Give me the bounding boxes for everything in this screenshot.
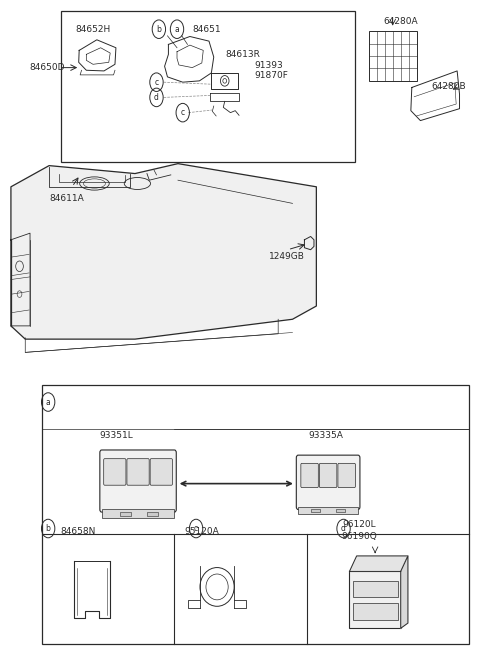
Text: 84611A: 84611A [49,194,84,203]
Bar [42,386,469,644]
Bar [349,571,401,628]
FancyBboxPatch shape [150,459,172,485]
Bar [120,512,131,516]
Polygon shape [401,556,408,628]
Text: 91393: 91393 [254,61,283,70]
Text: 84658N: 84658N [60,527,96,536]
Bar [336,509,345,512]
Bar [312,509,320,512]
Text: 96120L: 96120L [343,520,376,529]
Text: 93351L: 93351L [99,431,133,440]
Bar [61,11,355,162]
Text: 1249GB: 1249GB [269,252,304,261]
Bar [147,512,158,516]
Text: 95120A: 95120A [184,527,219,536]
Text: b: b [156,25,161,34]
FancyBboxPatch shape [296,455,360,509]
Text: 84613R: 84613R [226,50,261,59]
Bar [298,507,358,514]
Text: 64280B: 64280B [431,82,466,90]
Text: d: d [154,93,159,102]
Text: 91870F: 91870F [254,71,288,80]
Bar [352,602,397,620]
Text: c: c [155,78,158,86]
Bar [369,31,417,81]
FancyBboxPatch shape [100,450,176,512]
Text: 64280A: 64280A [383,17,418,26]
Bar [352,581,397,597]
Bar [102,509,174,518]
Text: 84652H: 84652H [75,25,110,35]
FancyBboxPatch shape [127,459,149,485]
Polygon shape [349,556,408,571]
FancyBboxPatch shape [319,464,337,487]
Text: b: b [46,524,50,533]
Text: 84650D: 84650D [29,63,65,72]
FancyBboxPatch shape [104,459,126,485]
Text: 96190Q: 96190Q [341,532,377,541]
Text: 93335A: 93335A [309,431,343,440]
Text: 84651: 84651 [192,25,221,35]
Text: a: a [46,398,50,406]
FancyBboxPatch shape [301,464,318,487]
FancyBboxPatch shape [338,464,355,487]
Text: a: a [175,25,180,34]
Text: d: d [341,524,346,533]
Text: c: c [194,524,198,533]
Text: c: c [180,108,185,117]
Polygon shape [11,164,316,339]
